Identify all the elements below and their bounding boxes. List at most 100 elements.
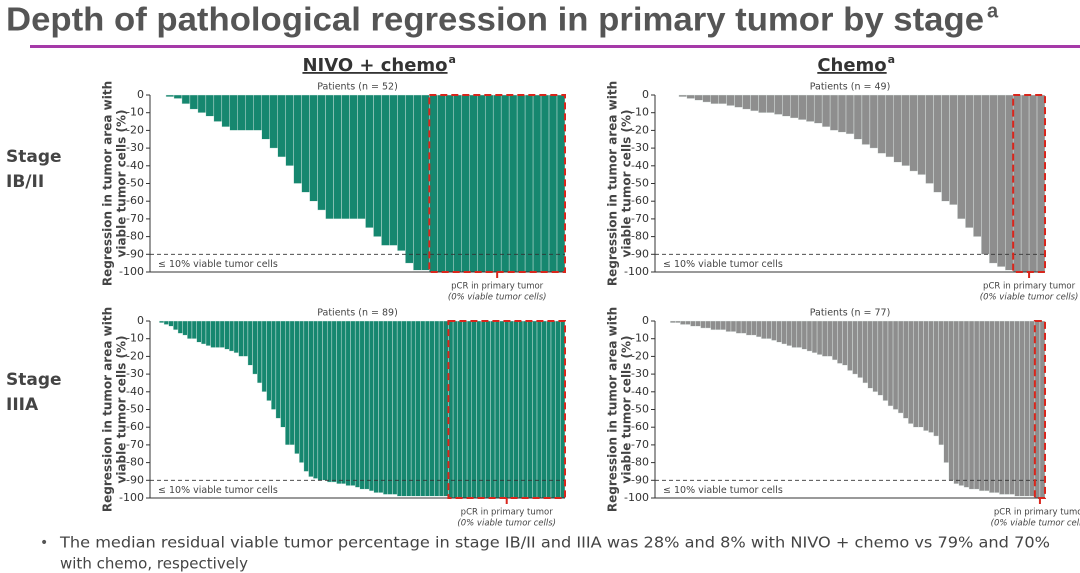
bar bbox=[452, 320, 458, 499]
bar bbox=[829, 94, 839, 131]
y-tick-label: -100 bbox=[624, 491, 649, 504]
bar bbox=[973, 320, 980, 490]
y-tick-label: -50 bbox=[631, 177, 649, 190]
bar bbox=[750, 94, 759, 112]
bar bbox=[445, 94, 454, 273]
bar bbox=[266, 320, 272, 401]
bar bbox=[252, 320, 258, 375]
bar bbox=[948, 320, 955, 481]
bar bbox=[994, 320, 1000, 493]
bar bbox=[406, 320, 412, 497]
bar bbox=[364, 320, 370, 490]
bar bbox=[1020, 94, 1030, 273]
row-label: IIIA bbox=[6, 395, 39, 415]
bar bbox=[1014, 320, 1020, 497]
bar bbox=[269, 94, 278, 149]
bar bbox=[238, 320, 244, 357]
bar bbox=[522, 320, 528, 499]
bar bbox=[867, 320, 873, 389]
bar bbox=[224, 320, 230, 350]
bar bbox=[294, 320, 300, 454]
bar bbox=[941, 94, 950, 202]
y-tick-label: -90 bbox=[631, 473, 649, 486]
bar bbox=[434, 320, 440, 497]
bar bbox=[821, 320, 828, 357]
bar bbox=[229, 320, 235, 352]
bar bbox=[177, 320, 183, 334]
bar bbox=[735, 320, 742, 334]
bar bbox=[469, 94, 478, 273]
bar bbox=[963, 320, 970, 488]
y-axis-label: Regression in tumor area with bbox=[606, 81, 620, 286]
bar bbox=[957, 94, 966, 220]
y-tick-label: -60 bbox=[126, 420, 144, 433]
bar bbox=[245, 94, 254, 131]
bar bbox=[532, 320, 538, 499]
bar bbox=[261, 94, 270, 140]
bar bbox=[471, 320, 477, 499]
bar bbox=[761, 320, 767, 339]
bar bbox=[182, 320, 188, 336]
bar bbox=[685, 320, 691, 325]
bar bbox=[392, 320, 398, 495]
bar bbox=[373, 320, 379, 493]
bar bbox=[524, 94, 534, 273]
bar bbox=[280, 320, 286, 428]
bar bbox=[365, 94, 374, 228]
bar bbox=[173, 94, 183, 99]
bar bbox=[811, 320, 818, 354]
bar bbox=[293, 94, 302, 184]
bar bbox=[301, 94, 310, 193]
pcr-label: pCR in primary tumor bbox=[994, 508, 1080, 518]
bar bbox=[397, 94, 406, 251]
y-tick-label: -100 bbox=[119, 491, 144, 504]
bar bbox=[275, 320, 281, 419]
bar bbox=[518, 320, 524, 499]
bar bbox=[766, 320, 772, 339]
bar bbox=[852, 320, 858, 375]
y-tick-label: -10 bbox=[631, 332, 649, 345]
bar bbox=[476, 320, 482, 499]
bar bbox=[243, 320, 249, 357]
bar bbox=[210, 320, 216, 348]
bar bbox=[159, 320, 165, 323]
bar bbox=[229, 94, 238, 131]
bar bbox=[420, 320, 426, 497]
bar bbox=[215, 320, 221, 348]
bar bbox=[776, 320, 782, 343]
bar bbox=[968, 320, 975, 490]
bar bbox=[938, 320, 944, 446]
y-tick-label: -80 bbox=[126, 230, 144, 243]
bar bbox=[908, 320, 914, 424]
bar bbox=[410, 320, 416, 497]
bar bbox=[705, 320, 711, 329]
bar bbox=[756, 320, 762, 338]
bar bbox=[303, 320, 309, 472]
bar bbox=[842, 320, 848, 366]
y-tick-label: 0 bbox=[642, 88, 649, 101]
bar bbox=[368, 320, 375, 492]
bar bbox=[205, 94, 215, 117]
bar bbox=[389, 94, 398, 246]
bar bbox=[798, 94, 807, 120]
y-axis-label: Regression in tumor area with bbox=[606, 307, 620, 512]
title-rule bbox=[30, 45, 1080, 48]
bar bbox=[686, 94, 695, 99]
bar bbox=[490, 320, 496, 499]
bar bbox=[173, 320, 179, 331]
pcr-sublabel: (0% viable tumor cells) bbox=[448, 293, 547, 303]
bar bbox=[309, 94, 318, 202]
threshold-label: ≤ 10% viable tumor cells bbox=[663, 259, 783, 270]
bar bbox=[1009, 320, 1015, 495]
bar bbox=[453, 94, 462, 273]
bar bbox=[345, 320, 351, 486]
bar bbox=[827, 320, 833, 357]
y-tick-label: -50 bbox=[631, 403, 649, 416]
y-tick-label: -20 bbox=[631, 349, 649, 362]
bar bbox=[821, 94, 831, 128]
bar bbox=[424, 320, 430, 497]
bar bbox=[536, 320, 542, 499]
panel-title: Patients (n = 77) bbox=[810, 308, 891, 319]
bar bbox=[333, 94, 342, 220]
bar bbox=[872, 320, 879, 393]
